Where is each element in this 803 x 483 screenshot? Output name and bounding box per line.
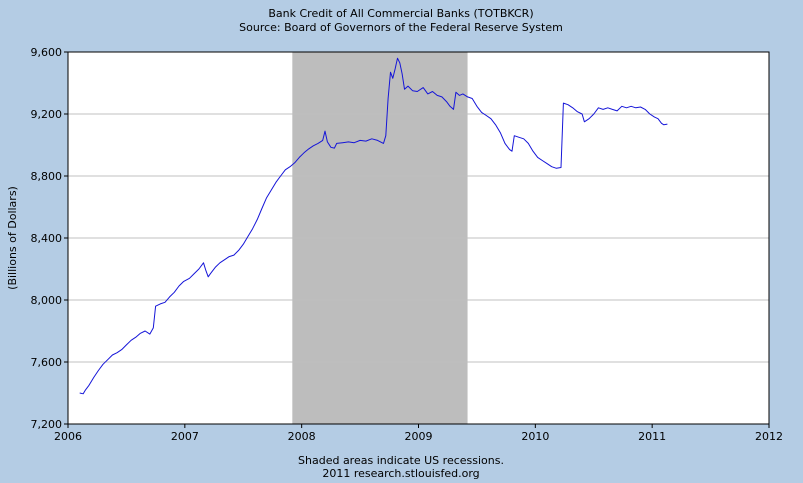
chart-title: Bank Credit of All Commercial Banks (TOT…	[268, 7, 533, 20]
footer-source: 2011 research.stlouisfed.org	[322, 467, 479, 480]
x-tick-label: 2009	[405, 430, 433, 443]
x-tick-label: 2007	[171, 430, 199, 443]
grid-lines	[68, 113, 769, 363]
series-layer	[79, 57, 668, 395]
y-tick-label: 8,400	[31, 232, 63, 245]
y-axis-label: (Billions of Dollars)	[6, 186, 19, 290]
x-tick-label: 2010	[521, 430, 549, 443]
x-axis-ticks: 2006 2007 2008 2009 2010 2011 2012	[54, 424, 783, 443]
x-tick-label: 2006	[54, 430, 82, 443]
y-tick-label: 7,600	[31, 356, 63, 369]
y-tick-label: 8,800	[31, 170, 63, 183]
y-tick-label: 9,600	[31, 46, 63, 59]
x-tick-label: 2012	[755, 430, 783, 443]
y-tick-label: 9,200	[31, 108, 63, 121]
y-tick-label: 7,200	[31, 418, 63, 431]
y-tick-label: 8,000	[31, 294, 63, 307]
x-tick-label: 2011	[638, 430, 666, 443]
x-tick-label: 2008	[288, 430, 316, 443]
chart-subtitle: Source: Board of Governors of the Federa…	[239, 21, 563, 34]
y-axis-ticks: 7,200 7,600 8,000 8,400 8,800 9,200 9,600	[31, 46, 68, 431]
series-line	[79, 57, 668, 395]
footer-note: Shaded areas indicate US recessions.	[298, 454, 504, 467]
